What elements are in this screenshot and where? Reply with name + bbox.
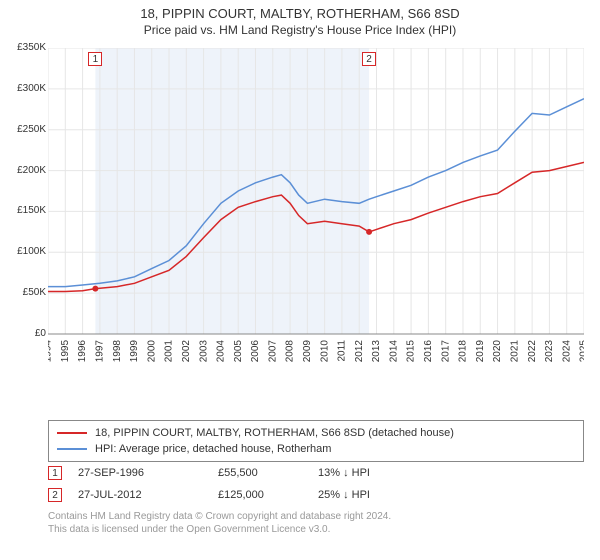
chart-subtitle: Price paid vs. HM Land Registry's House … [0,23,600,37]
sale-price: £55,500 [218,467,318,479]
y-axis-label: £150K [2,205,46,216]
svg-text:2006: 2006 [250,340,261,363]
svg-text:2012: 2012 [354,340,365,363]
svg-text:2013: 2013 [371,340,382,363]
legend-label: HPI: Average price, detached house, Roth… [95,443,331,455]
y-axis-label: £350K [2,42,46,53]
svg-text:2014: 2014 [388,340,399,363]
svg-text:2015: 2015 [406,340,417,363]
legend-item: 18, PIPPIN COURT, MALTBY, ROTHERHAM, S66… [57,425,575,441]
legend-swatch [57,448,87,450]
y-axis-label: £0 [2,328,46,339]
svg-text:2008: 2008 [285,340,296,363]
legend-item: HPI: Average price, detached house, Roth… [57,441,575,457]
legend-box: 18, PIPPIN COURT, MALTBY, ROTHERHAM, S66… [48,420,584,462]
sale-date: 27-JUL-2012 [78,489,218,501]
svg-text:1996: 1996 [77,340,88,363]
svg-text:2001: 2001 [164,340,175,363]
svg-text:1999: 1999 [129,340,140,363]
svg-text:1998: 1998 [112,340,123,363]
sale-marker-row: 2 27-JUL-2012£125,00025% ↓ HPI [48,484,584,506]
sale-marker-number: 2 [48,488,62,502]
svg-text:2009: 2009 [302,340,313,363]
y-axis-label: £200K [2,165,46,176]
footer-line1: Contains HM Land Registry data © Crown c… [48,510,584,523]
svg-text:2011: 2011 [337,340,348,362]
sale-price: £125,000 [218,489,318,501]
svg-text:2010: 2010 [319,340,330,363]
svg-text:1994: 1994 [48,340,54,363]
sale-marker-number: 1 [48,466,62,480]
svg-text:2023: 2023 [544,340,555,363]
svg-text:2018: 2018 [458,340,469,363]
svg-text:2019: 2019 [475,340,486,363]
y-axis-label: £50K [2,287,46,298]
sale-hpi-diff: 25% ↓ HPI [318,489,438,501]
sale-markers-table: 1 27-SEP-1996£55,50013% ↓ HPI 2 27-JUL-2012… [48,462,584,506]
footer-line2: This data is licensed under the Open Gov… [48,523,584,536]
svg-text:2005: 2005 [233,340,244,363]
chart-title-address: 18, PIPPIN COURT, MALTBY, ROTHERHAM, S66… [0,6,600,21]
svg-text:2003: 2003 [198,340,209,363]
legend-label: 18, PIPPIN COURT, MALTBY, ROTHERHAM, S66… [95,427,454,439]
svg-text:2002: 2002 [181,340,192,363]
svg-text:2016: 2016 [423,340,434,363]
sale-hpi-diff: 13% ↓ HPI [318,467,438,479]
y-axis-label: £250K [2,124,46,135]
y-axis-label: £100K [2,246,46,257]
sale-marker-row: 1 27-SEP-1996£55,50013% ↓ HPI [48,462,584,484]
svg-text:2017: 2017 [440,340,451,363]
svg-text:2004: 2004 [216,340,227,363]
svg-text:2020: 2020 [492,340,503,363]
price-chart: 1994 1995 1996 1997 1998 1999 2000 2001 2002 2003… [48,48,584,376]
svg-text:1995: 1995 [60,340,71,363]
svg-text:2022: 2022 [527,340,538,363]
svg-text:2025: 2025 [579,340,584,363]
y-axis-label: £300K [2,83,46,94]
legend-swatch [57,432,87,434]
sale-date: 27-SEP-1996 [78,467,218,479]
svg-text:2007: 2007 [267,340,278,363]
svg-text:2021: 2021 [509,340,520,363]
svg-text:2024: 2024 [561,340,572,363]
svg-text:1997: 1997 [95,340,106,363]
footer-attribution: Contains HM Land Registry data © Crown c… [48,510,584,536]
svg-text:2000: 2000 [146,340,157,363]
